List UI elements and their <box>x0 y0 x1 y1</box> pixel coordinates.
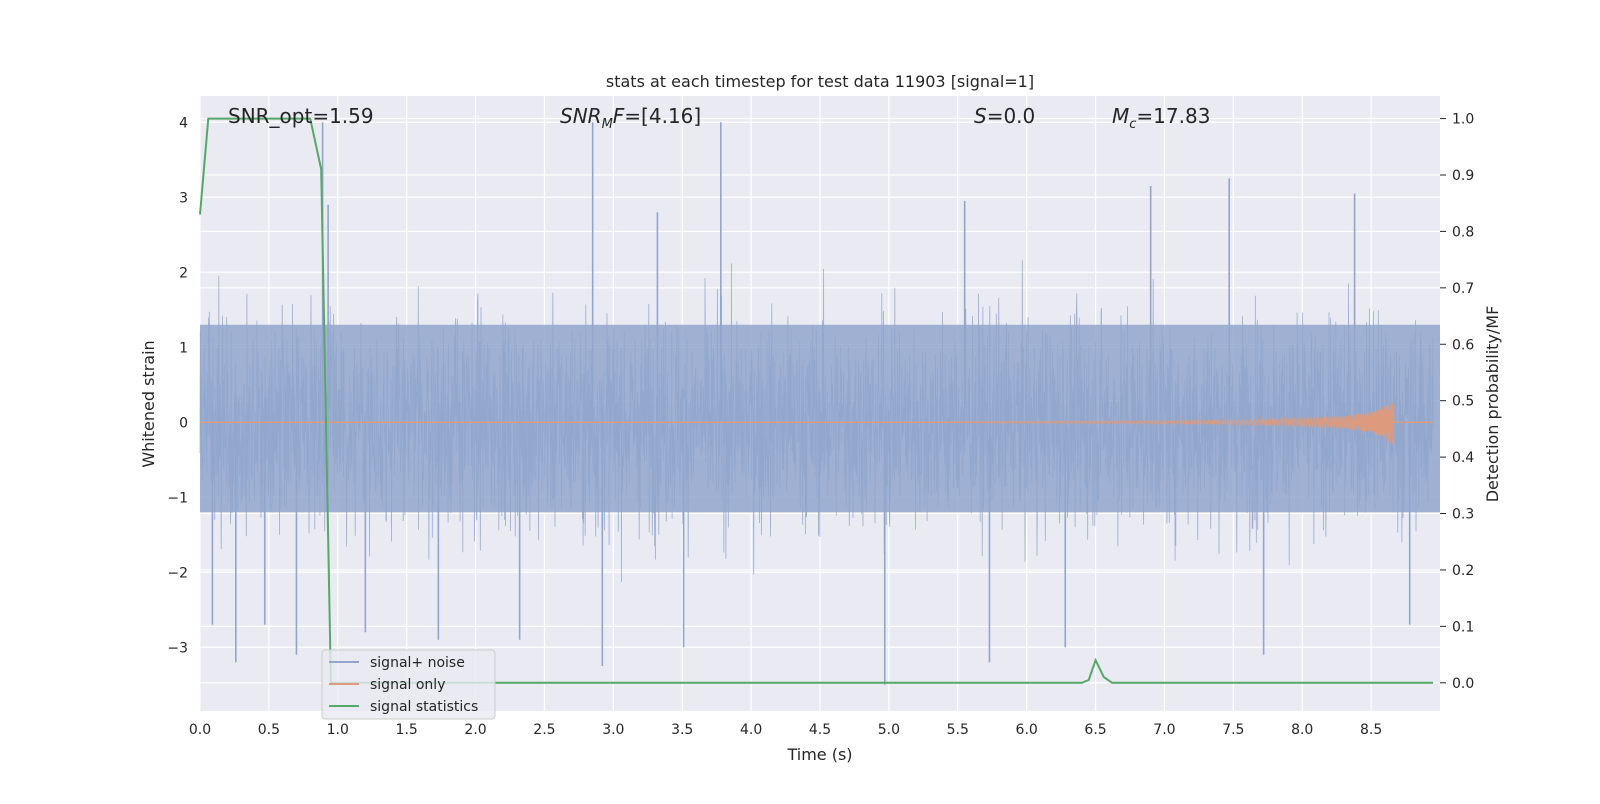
right-y-tick-label: 0.7 <box>1452 281 1474 297</box>
x-axis-label: Time (s) <box>786 745 852 764</box>
left-y-tick-label: −1 <box>167 490 188 506</box>
annotation-mc: Mc=17.83 <box>1112 104 1210 132</box>
right-y-axis-ticks: 0.0 0.1 0.2 0.3 0.4 0.5 0.6 0.7 0.8 0.9 1.0 <box>1440 112 1474 692</box>
right-y-tick-label: 1.0 <box>1452 112 1474 128</box>
annotation-s: S=0.0 <box>974 104 1035 128</box>
x-tick-label: 3.5 <box>671 722 693 738</box>
left-y-tick-label: 0 <box>179 415 188 431</box>
x-tick-label: 5.5 <box>947 722 969 738</box>
left-y-tick-label: 2 <box>179 265 188 281</box>
left-y-tick-label: 1 <box>179 340 188 356</box>
x-axis-ticks: 0.0 0.5 1.0 1.5 2.0 2.5 3.0 3.5 4.0 4.5 5.0 5.5 6.0 6… <box>189 722 1382 738</box>
left-y-axis-label: Whitened strain <box>139 340 158 467</box>
x-tick-label: 8.5 <box>1360 722 1382 738</box>
x-tick-label: 0.5 <box>258 722 280 738</box>
right-y-tick-label: 0.8 <box>1452 224 1474 240</box>
right-y-tick-label: 0.9 <box>1452 168 1474 184</box>
right-y-tick-label: 0.2 <box>1452 563 1474 579</box>
left-y-axis-ticks: −3 −2 −1 0 1 2 3 4 <box>167 115 188 656</box>
x-tick-label: 2.0 <box>464 722 486 738</box>
right-y-tick-label: 0.3 <box>1452 507 1474 523</box>
x-tick-label: 3.0 <box>602 722 624 738</box>
x-tick-label: 7.0 <box>1153 722 1175 738</box>
right-y-tick-label: 0.1 <box>1452 619 1474 635</box>
x-tick-label: 0.0 <box>189 722 211 738</box>
right-y-tick-label: 0.6 <box>1452 337 1474 353</box>
right-y-tick-label: 0.4 <box>1452 450 1474 466</box>
x-tick-label: 4.0 <box>740 722 762 738</box>
x-tick-label: 6.0 <box>1016 722 1038 738</box>
annotation-snr-opt: SNR_opt=1.59 <box>228 104 374 128</box>
right-y-axis-label: Detection probability/MF <box>1483 306 1502 503</box>
left-y-tick-label: −2 <box>167 565 188 581</box>
x-tick-label: 4.5 <box>809 722 831 738</box>
chart-title: stats at each timestep for test data 119… <box>606 72 1034 91</box>
x-tick-label: 1.5 <box>396 722 418 738</box>
signal-noise-dense-band <box>200 325 1440 513</box>
legend-label-signal-only: signal only <box>370 677 445 693</box>
legend-label-signal-statistics: signal statistics <box>370 699 478 715</box>
x-tick-label: 8.0 <box>1291 722 1313 738</box>
left-y-tick-label: −3 <box>167 640 188 656</box>
left-y-tick-label: 4 <box>179 115 188 131</box>
left-y-tick-label: 3 <box>179 190 188 206</box>
annotation-snr-mf: SNRMF=[4.16] <box>560 104 701 132</box>
right-y-tick-label: 0.0 <box>1452 676 1474 692</box>
legend: signal+ noise signal only signal statist… <box>322 650 495 719</box>
x-tick-label: 5.0 <box>878 722 900 738</box>
x-tick-label: 7.5 <box>1222 722 1244 738</box>
x-tick-label: 1.0 <box>327 722 349 738</box>
legend-label-signal-noise: signal+ noise <box>370 655 465 671</box>
x-tick-label: 6.5 <box>1084 722 1106 738</box>
right-y-tick-label: 0.5 <box>1452 394 1474 410</box>
x-tick-label: 2.5 <box>533 722 555 738</box>
